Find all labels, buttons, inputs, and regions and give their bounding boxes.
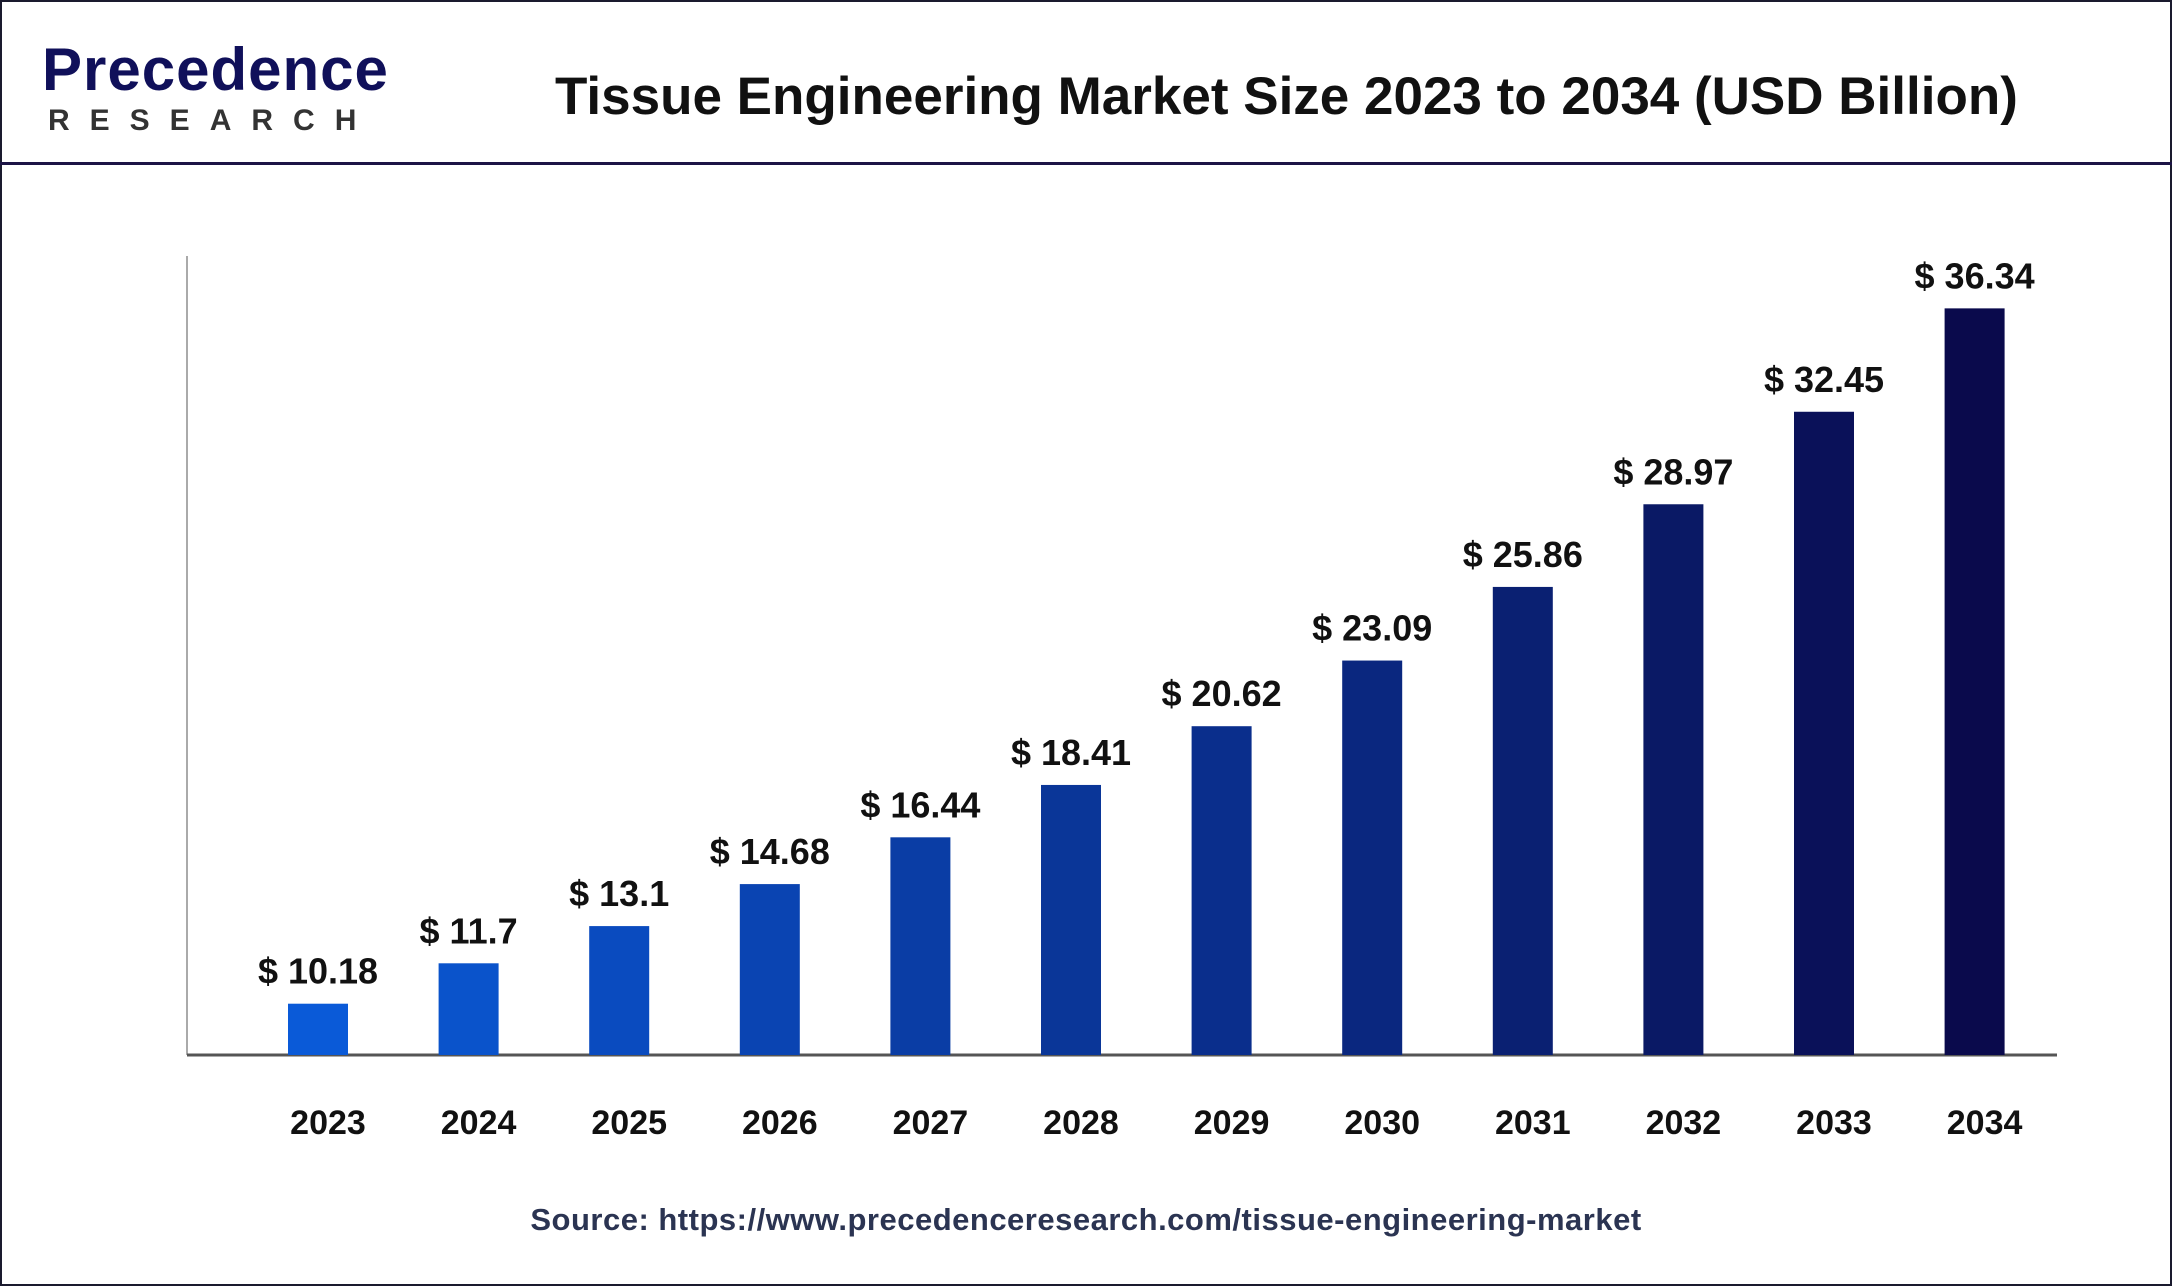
x-tick-label-2030: 2030 <box>1344 1104 1420 1142</box>
logo-subtext: RESEARCH <box>48 104 377 137</box>
bar-2034 <box>1944 308 2005 1055</box>
chart-title: Tissue Engineering Market Size 2023 to 2… <box>555 67 2018 126</box>
bar-2023 <box>288 1003 348 1055</box>
x-tick-label-2031: 2031 <box>1495 1104 1571 1142</box>
x-tick-label-2033: 2033 <box>1796 1104 1872 1142</box>
bar-2027 <box>890 837 951 1055</box>
data-label-2025: $ 13.1 <box>569 873 669 914</box>
logo-text: Precedence <box>42 36 389 103</box>
data-label-2023: $ 10.18 <box>258 951 378 992</box>
source-text: Source: https://www.precedenceresearch.c… <box>530 1202 1642 1237</box>
data-label-2026: $ 14.68 <box>710 831 830 872</box>
data-label-2029: $ 20.62 <box>1162 673 1282 714</box>
bar-2033 <box>1794 411 1854 1055</box>
bar-2029 <box>1191 726 1252 1055</box>
data-label-2034: $ 36.34 <box>1915 255 2035 296</box>
bar-2026 <box>739 884 800 1055</box>
x-tick-label-2025: 2025 <box>591 1104 667 1142</box>
precedence-research-logo: Precedence RESEARCH <box>42 38 389 138</box>
x-tick-label-2028: 2028 <box>1043 1104 1119 1142</box>
data-label-2030: $ 23.09 <box>1312 608 1432 649</box>
bar-2028 <box>1041 784 1101 1055</box>
x-tick-label-2029: 2029 <box>1194 1104 1270 1142</box>
bar-2024 <box>438 963 499 1055</box>
data-label-2024: $ 11.7 <box>420 910 518 951</box>
bar-2030 <box>1342 660 1403 1055</box>
x-tick-label-2026: 2026 <box>742 1104 818 1142</box>
x-tick-label-2023: 2023 <box>290 1104 366 1142</box>
bar-2031 <box>1492 586 1553 1055</box>
x-tick-label-2034: 2034 <box>1947 1104 2023 1142</box>
data-label-2031: $ 25.86 <box>1463 534 1583 575</box>
data-label-2027: $ 16.44 <box>860 784 980 825</box>
data-label-2032: $ 28.97 <box>1613 451 1733 492</box>
x-tick-label-2032: 2032 <box>1646 1104 1722 1142</box>
header: Precedence RESEARCH Tissue Engineering M… <box>0 0 2172 165</box>
bar-2025 <box>589 926 650 1055</box>
x-tick-label-2024: 2024 <box>441 1104 517 1142</box>
data-label-2028: $ 18.41 <box>1011 732 1131 773</box>
bar-2032 <box>1643 504 1704 1055</box>
x-tick-label-2027: 2027 <box>893 1104 969 1142</box>
data-label-2033: $ 32.45 <box>1764 359 1884 400</box>
